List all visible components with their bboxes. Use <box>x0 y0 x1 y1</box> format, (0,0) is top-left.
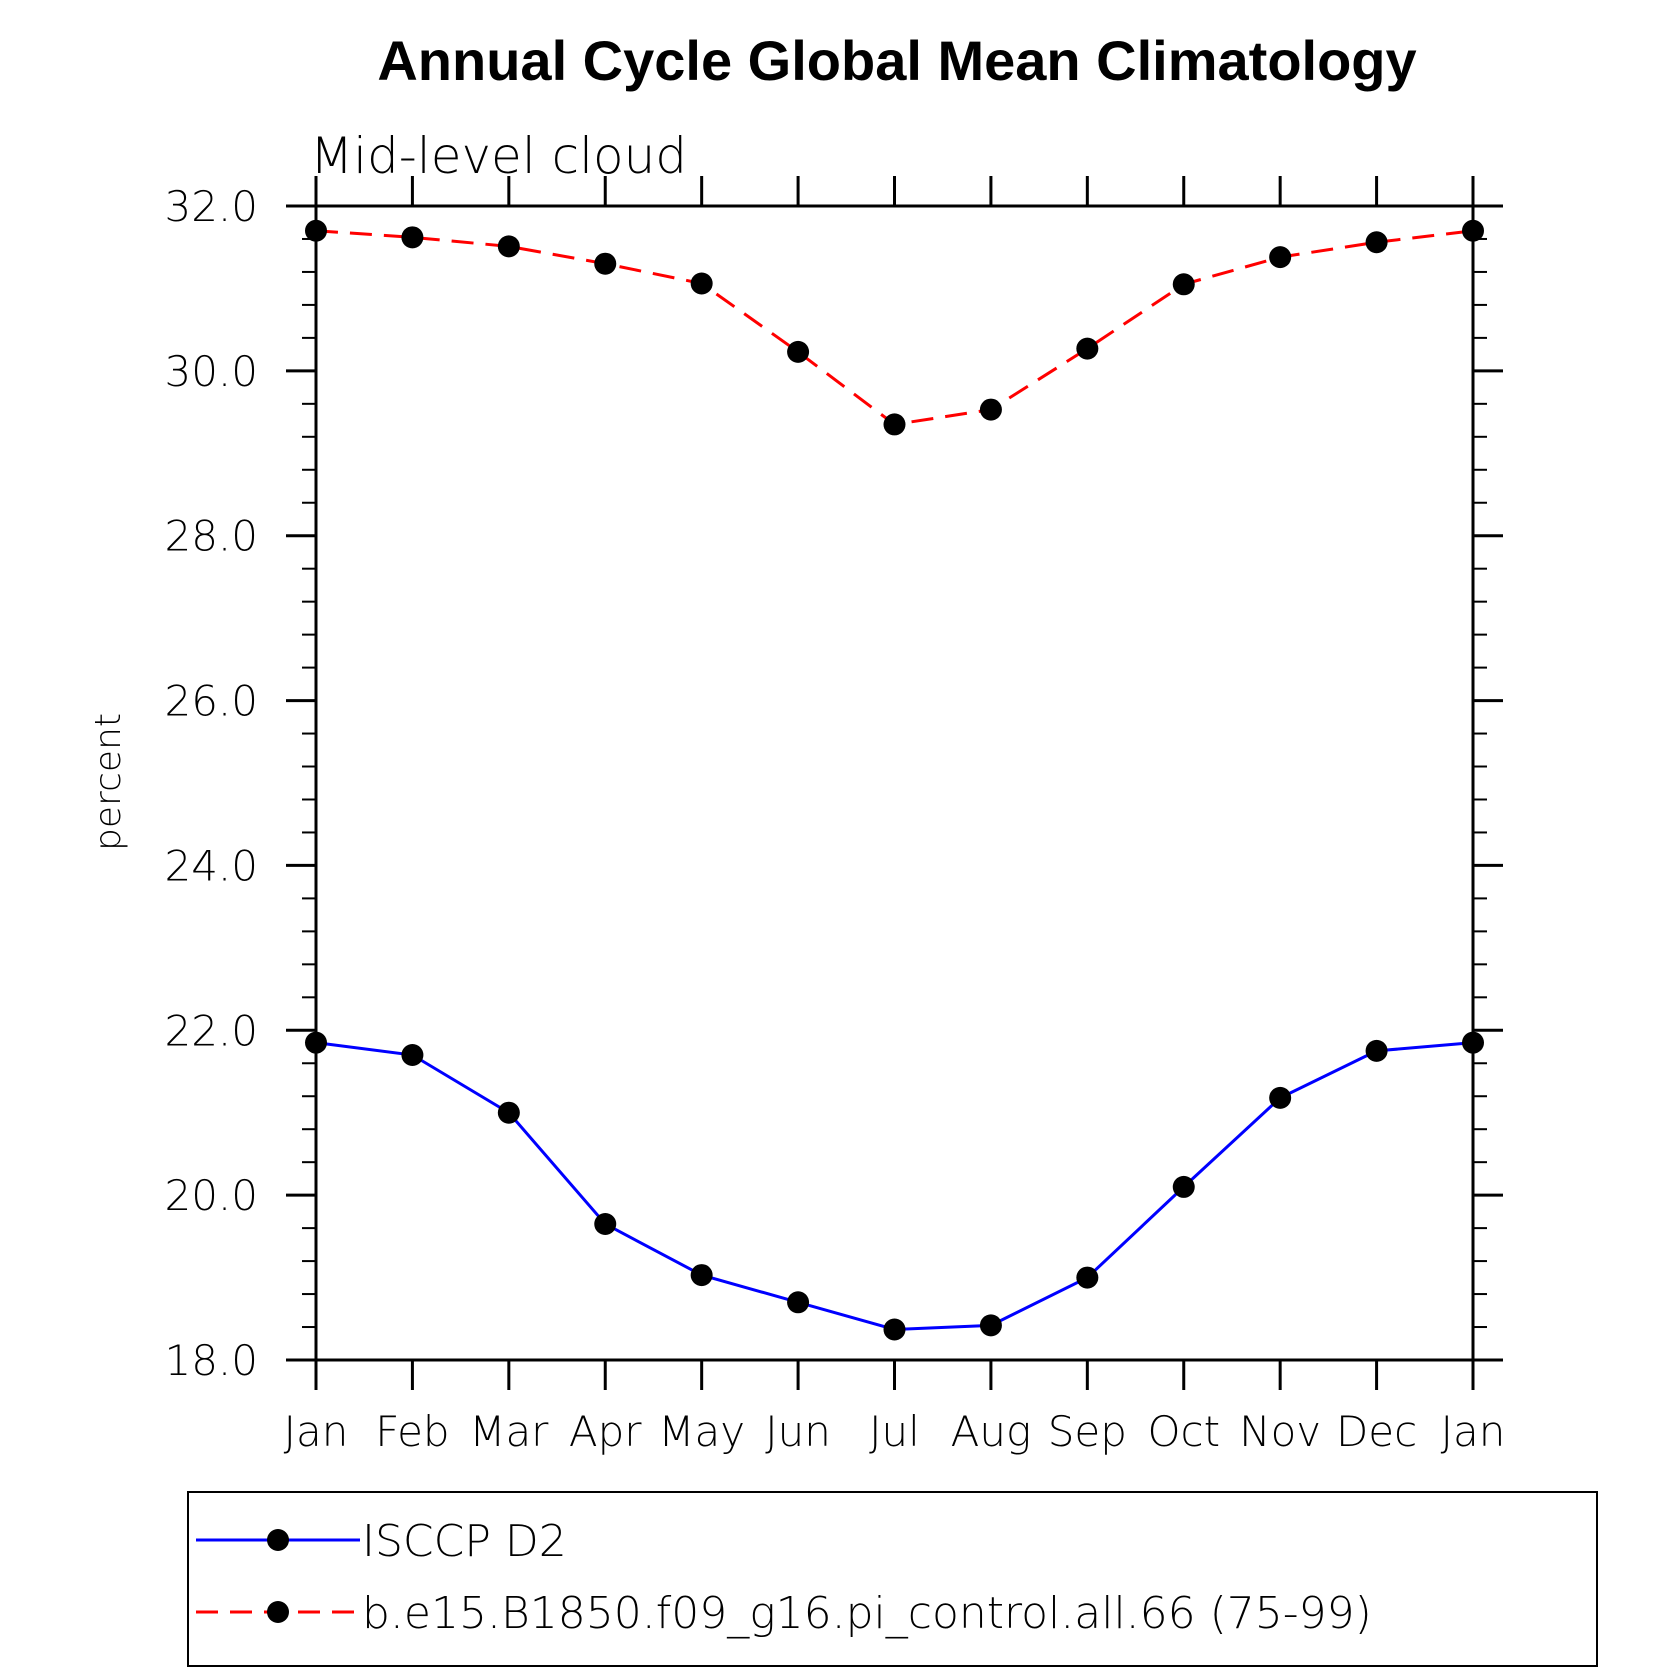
y-tick-label: 18.0 <box>164 1336 258 1385</box>
x-tick-label: Feb <box>375 1407 449 1456</box>
x-tick-label: Jan <box>284 1407 349 1456</box>
axes: Jan Feb Mar Apr May Jun Jul Aug Sep Oct Nov Dec Jan 1… <box>164 176 1505 1456</box>
series-2-point <box>1365 231 1388 254</box>
legend-marker-2 <box>267 1601 289 1623</box>
y-tick-label: 32.0 <box>164 182 258 231</box>
x-tick-label: Nov <box>1239 1407 1321 1456</box>
series-1-point <box>497 1101 520 1124</box>
legend: ISCCP D2 b.e15.B1850.f09_g16.pi_control.a… <box>187 1491 1598 1667</box>
series-1-point <box>1076 1266 1099 1289</box>
series-1-point <box>883 1318 906 1341</box>
x-tick-label: Jul <box>869 1407 920 1456</box>
y-tick-label: 28.0 <box>164 512 258 561</box>
series-line-1 <box>315 1041 1474 1332</box>
x-tick-label: Sep <box>1048 1407 1127 1456</box>
series-2-point <box>1269 246 1292 269</box>
x-tick-label: Oct <box>1147 1407 1220 1456</box>
x-tick-label: May <box>658 1407 745 1456</box>
series-2-point <box>883 413 906 436</box>
series-2-point <box>594 252 617 275</box>
series-line-2 <box>315 229 1474 427</box>
x-tick-label: Mar <box>469 1407 549 1456</box>
legend-label-2: b.e15.B1850.f09_g16.pi_control.all.66 (7… <box>362 1588 1372 1639</box>
y-tick-label: 30.0 <box>164 347 258 396</box>
y-tick-label: 20.0 <box>164 1171 258 1220</box>
series-2-point <box>1172 273 1195 296</box>
series-1-point <box>979 1314 1002 1337</box>
series-1-point <box>1269 1086 1292 1109</box>
plot-frame <box>314 204 1475 1362</box>
chart-subtitle: Mid-level cloud <box>310 127 687 185</box>
series-2-point <box>690 272 713 295</box>
series-1-point <box>690 1264 713 1287</box>
series-1-point <box>1172 1175 1195 1198</box>
series-1-point <box>787 1291 810 1314</box>
series-2-point <box>497 235 520 258</box>
series-layer <box>305 219 1484 1341</box>
y-tick-label: 24.0 <box>164 841 258 890</box>
series-2-point <box>1076 337 1099 360</box>
series-2-point <box>401 226 424 249</box>
x-tick-label: Jan <box>1441 1407 1506 1456</box>
x-tick-label: Aug <box>951 1407 1032 1456</box>
x-tick-label: Dec <box>1336 1407 1417 1456</box>
y-tick-label: 22.0 <box>164 1006 258 1055</box>
x-tick-label: Apr <box>569 1407 642 1456</box>
series-2-point <box>787 340 810 363</box>
y-axis-label: percent <box>88 713 129 851</box>
chart-title: Annual Cycle Global Mean Climatology <box>377 29 1416 92</box>
series-1-point <box>594 1212 617 1235</box>
y-tick-label: 26.0 <box>164 677 258 726</box>
series-2-point <box>979 398 1002 421</box>
legend-label-1: ISCCP D2 <box>362 1516 567 1567</box>
series-1-point <box>401 1044 424 1067</box>
legend-box <box>187 1491 1598 1667</box>
x-tick-label: Jun <box>765 1407 831 1456</box>
series-1-point <box>1365 1039 1388 1062</box>
legend-marker-1 <box>267 1529 289 1551</box>
